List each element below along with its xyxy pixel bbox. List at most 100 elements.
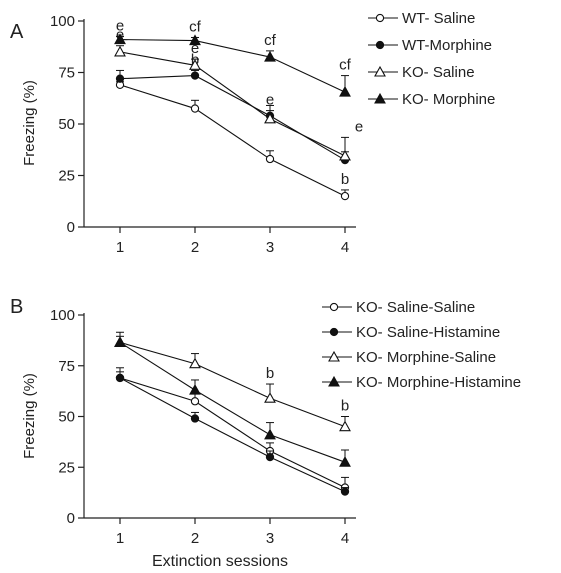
panel-a-data-point [114,33,126,45]
panel-a-series-line [119,38,346,93]
panel-b-series-line [119,341,346,428]
panel-b-y-axis-label: Freezing (%) [21,373,38,459]
panel-a-y-axis-label: Freezing (%) [21,80,38,166]
panel-a-data-point [340,191,350,201]
panel-b-data-point [115,373,125,383]
panel-a-data-point [190,71,200,80]
panel-a-legend-label: KO- Morphine [402,91,495,108]
panel-b-data-point [190,397,200,406]
panel-a-significance-label: cf [264,32,277,49]
panel-b-data-point [339,420,351,432]
panel-a-y-tick-label: 100 [50,13,75,30]
panel-b-x-tick-label: 3 [266,530,274,547]
panel-b-series-line [119,377,346,493]
panel-a-legend-marker [374,92,386,104]
panel-b-data-point [340,487,350,496]
panel-a-data-point [189,34,201,46]
panel-a-data-point [264,50,276,62]
panel-a-series-line [119,84,346,197]
panel-b-legend-marker [329,302,339,312]
panel-a-x-tick-label: 2 [191,239,199,256]
panel-a-legend-marker [374,65,386,77]
panel-a-significance-label: e [191,40,199,57]
panel-a-data-point [115,74,125,83]
panel-b-y-tick-label: 75 [58,358,75,375]
panel-b-series-ko-saline-saline [115,371,350,492]
panel-b-legend-label: KO- Morphine-Saline [356,349,496,366]
panel-a-letter: A [10,21,24,43]
panel-a-y-tick-label: 50 [58,116,75,133]
panel-b-series-line [119,377,346,489]
panel-b-y-tick-label: 0 [67,510,75,527]
panel-b-y-tick-label: 100 [50,307,75,324]
panel-b-legend-entry: KO- Saline-Saline [322,299,475,316]
panel-a-y-tick-label: 75 [58,65,75,82]
panel-a-series-line [119,51,346,157]
panel-a-y-tick-label: 25 [58,168,75,185]
panel-a-data-point [264,112,276,124]
panel-b-x-tick-label: 4 [341,530,349,547]
panel-b-data-point [190,414,200,423]
panel-b-data-point [339,456,351,467]
panel-a-series-line [119,75,346,161]
panel-a-x-tick-label: 4 [341,239,349,256]
panel-b-legend-label: KO- Morphine-Histamine [356,374,521,391]
panel-a-data-point [114,45,126,57]
panel-b-legend-entry: KO- Morphine-Saline [322,349,496,366]
panel-a-legend-label: KO- Saline [402,64,475,81]
panel-a: A Freezing (%) 0 25 50 75 100 1 2 3 4 b WT- Saline… [10,10,495,256]
panel-b-legend-marker [329,327,339,337]
panel-a-legend-entry: WT-Morphine [368,37,492,54]
panel-b-letter: B [10,296,23,318]
panel-a-legend-entry: WT- Saline [368,10,475,27]
panel-b: B Freezing (%) 0 25 50 75 100 1 2 3 4 KO- Saline-… [10,296,521,547]
panel-a-legend-entry: KO- Morphine [368,91,495,108]
panel-b-series-ko-morphine-saline: bb [114,331,351,432]
panel-b-data-point [264,392,276,403]
panel-a-significance-label: e [355,118,363,135]
panel-b-x-tick-label: 2 [191,530,199,547]
panel-b-legend-marker [328,350,340,362]
panel-a-data-point [189,59,201,70]
panel-b-data-point [189,383,201,395]
panel-b-data-point [264,428,276,440]
panel-a-legend-label: WT-Morphine [402,37,492,54]
panel-a-series-ko-morphine: e cf cf cf [114,17,352,97]
panel-b-data-point [114,336,126,347]
panel-b-y-tick-label: 25 [58,459,75,476]
panel-a-legend-marker [375,40,385,50]
panel-b-data-point [265,452,275,462]
panel-a-significance-label: b [341,171,349,188]
panel-b-legend-label: KO- Saline-Saline [356,299,475,316]
panel-a-x-tick-label: 3 [266,239,274,256]
panel-a-data-point [339,149,351,161]
panel-b-legend-entry: KO- Morphine-Histamine [322,374,521,391]
panel-a-data-point [339,85,351,97]
panel-a-legend-entry: KO- Saline [368,64,475,81]
panel-a-data-point [265,154,275,164]
panel-a-x-tick-label: 1 [116,239,124,256]
panel-a-significance-label: cf [339,57,352,74]
panel-a-data-point [190,104,200,113]
panel-b-legend-marker [328,375,340,387]
panel-b-y-tick-label: 50 [58,409,75,426]
panel-b-legend-label: KO- Saline-Histamine [356,324,500,341]
panel-a-legend-label: WT- Saline [402,10,475,27]
panel-a-significance-label: e [116,17,124,34]
panel-a-significance-label: e [266,92,274,109]
panel-a-significance-label: cf [189,18,202,35]
x-axis-label: Extinction sessions [152,553,288,570]
panel-b-series-ko-morphine-histamine [114,335,351,467]
panel-b-legend-entry: KO- Saline-Histamine [322,324,500,341]
panel-a-y-tick-label: 0 [67,219,75,236]
panel-a-series-wt-morphine: b [115,51,350,165]
panel-b-series-ko-saline-histamine [115,367,350,496]
panel-b-data-point [189,357,201,369]
panel-b-series-line [119,341,346,463]
panel-b-x-tick-label: 1 [116,530,124,547]
panel-b-significance-label: b [341,398,349,415]
panel-b-significance-label: b [266,365,274,382]
panel-a-legend-marker [375,13,385,23]
